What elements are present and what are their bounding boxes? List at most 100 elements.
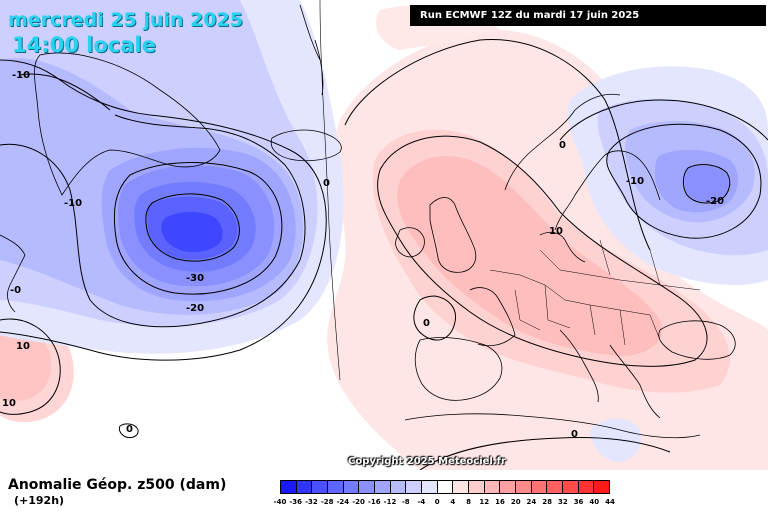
legend-swatch	[437, 481, 454, 493]
legend-tick-label: 36	[573, 498, 584, 506]
legend-swatch	[547, 481, 564, 493]
greenland-coast	[34, 52, 221, 196]
coastlines	[0, 0, 736, 439]
anomaly-area-neg32	[161, 211, 223, 253]
meridian-line-1	[319, 0, 341, 381]
legend-tick-label: -16	[367, 498, 381, 506]
contour-lines	[0, 39, 768, 470]
contour-0-atlantic	[0, 59, 327, 361]
legend-tick-label: -20	[352, 498, 365, 506]
italy-coast	[559, 329, 599, 403]
legend-tick-label: 12	[479, 498, 490, 506]
legend-swatch	[422, 481, 438, 493]
contour-pos10-europe	[377, 135, 708, 367]
anomaly-area-scand-neg20	[684, 165, 729, 202]
anomaly-area-nw-corner	[0, 0, 163, 47]
country-borders	[489, 239, 701, 346]
label-greenland-n10: -10	[12, 70, 30, 81]
contour-n10-scandinavia	[606, 123, 762, 239]
legend-swatch	[343, 481, 360, 493]
legend-swatch	[453, 481, 470, 493]
legend-swatch	[328, 481, 344, 493]
legend-swatch	[296, 481, 313, 493]
copyright-notice: Copyright 2025 Meteociel.fr	[348, 456, 506, 467]
contour-pos10-sw	[0, 318, 61, 415]
label-mid-atlantic-0: 0	[323, 178, 330, 189]
britain-coast	[429, 197, 477, 273]
legend-tick-label: 8	[466, 498, 471, 506]
forecast-date: mercredi 25 juin 2025	[8, 9, 243, 31]
label-sw-pos10a: 10	[16, 341, 30, 352]
anomaly-area-med-neg	[590, 418, 642, 462]
black-sea-coast	[658, 320, 736, 360]
legend-swatch	[563, 481, 579, 493]
model-run-banner: Run ECMWF 12Z du mardi 17 juin 2025	[410, 5, 766, 26]
contour-0-europe	[344, 39, 651, 251]
legend-tick-label: 44	[605, 498, 615, 506]
legend-tick-label: 28	[542, 498, 553, 506]
legend-swatch	[390, 481, 407, 493]
balkans-coast	[609, 344, 661, 419]
field-title: Anomalie Géop. z500 (dam)	[8, 477, 227, 493]
norway-coast	[504, 93, 621, 191]
legend-tick-label: -8	[401, 498, 410, 506]
color-legend	[280, 480, 610, 494]
france-coast	[469, 287, 516, 347]
label-scandinavia-n10: -10	[626, 176, 644, 187]
legend-tick-label: 20	[510, 498, 521, 506]
legend-tick-label: -32	[305, 498, 318, 506]
label-low-n20: -20	[186, 303, 204, 314]
label-europe-pos10: 10	[549, 226, 563, 237]
label-atlantic-n10: -10	[64, 198, 82, 209]
contour-n10-atlantic	[0, 114, 306, 328]
legend-tick-labels: -40 -36 -32 -28 -24 -20 -16 -12 -8 -4 0 4 8 12 16 20 24 2…	[274, 498, 620, 510]
contour-0-scandinavia	[559, 99, 768, 141]
legend-swatch	[594, 481, 610, 493]
legend-tick-label: -36	[289, 498, 303, 506]
forecast-time: 14:00 locale	[12, 33, 156, 57]
label-sw-pos10b: 10	[2, 398, 16, 409]
label-scandinavia-0: 0	[559, 140, 566, 151]
legend-tick-label: 4	[450, 498, 456, 506]
legend-tick-label: -40	[273, 498, 287, 506]
legend-tick-label: 32	[557, 498, 568, 506]
contour-0-iberia	[413, 295, 457, 341]
legend-swatch	[406, 481, 423, 493]
legend-tick-label: -4	[417, 498, 426, 506]
legend-swatch	[516, 481, 532, 493]
legend-tick-label: -28	[320, 498, 334, 506]
baltic-coast	[539, 231, 586, 263]
label-iberia-0: 0	[423, 318, 430, 329]
contour-labels: -10 -10 -30 -20 0 -0 10 10 0 0 10 -10 -2…	[2, 70, 724, 440]
lead-time: (+192h)	[14, 494, 65, 507]
contour-n20-russia	[682, 164, 731, 204]
legend-swatch	[484, 481, 501, 493]
legend-tick-label: 24	[526, 498, 537, 506]
legend-swatch	[375, 481, 391, 493]
legend-swatch	[578, 481, 595, 493]
legend-tick-label: 40	[589, 498, 600, 506]
sweden-finland-coast	[554, 150, 661, 231]
legend-swatch	[312, 481, 329, 493]
label-sw-0: 0	[126, 424, 133, 435]
legend-tick-label: -12	[383, 498, 397, 506]
anomaly-map: -10 -10 -30 -20 0 -0 10 10 0 0 10 -10 -2…	[0, 0, 768, 470]
contour-n30	[145, 193, 240, 262]
anomaly-area-sw-pos-inner	[0, 324, 52, 401]
ireland-coast	[395, 227, 425, 258]
legend-tick-label: -24	[336, 498, 350, 506]
contour-n20	[113, 162, 283, 295]
label-russia-n20: -20	[706, 196, 724, 207]
north-africa-coast	[404, 413, 701, 439]
legend-swatch	[359, 481, 376, 493]
label-west-0: -0	[10, 285, 21, 296]
contour-n10-greenland	[19, 73, 111, 111]
legend-swatch	[469, 481, 485, 493]
legend-swatch	[281, 481, 297, 493]
iberia-coast	[414, 337, 503, 401]
iceland-coast	[270, 129, 342, 162]
legend-tick-label: 16	[495, 498, 505, 506]
label-low-n30: -30	[186, 273, 204, 284]
contour-0-med	[419, 437, 671, 470]
